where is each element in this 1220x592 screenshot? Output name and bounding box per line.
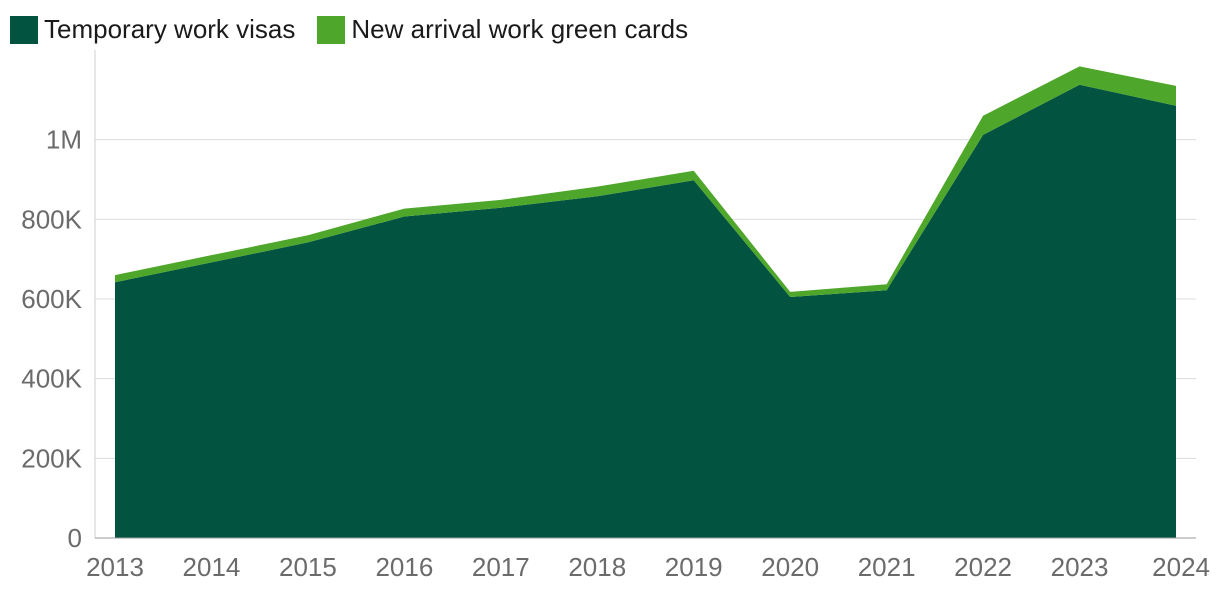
legend-item-new-arrival-work-green-cards: New arrival work green cards [317,14,688,45]
legend-item-temporary-work-visas: Temporary work visas [10,14,295,45]
legend-label-new-arrival-work-green-cards: New arrival work green cards [351,14,689,44]
x-tick-label: 2018 [568,552,626,582]
x-tick-label: 2015 [279,552,337,582]
legend-swatch-temporary-work-visas [10,15,38,44]
x-tick-label: 2024 [1152,552,1210,582]
y-tick-label: 800K [21,204,82,234]
x-tick-label: 2021 [858,552,916,582]
y-tick-label: 0 [68,523,82,553]
y-tick-label: 400K [21,364,82,394]
area-series-1 [115,66,1176,298]
x-tick-label: 2020 [761,552,819,582]
x-tick-label: 2016 [375,552,433,582]
x-tick-label: 2014 [183,552,241,582]
x-tick-label: 2013 [86,552,144,582]
x-tick-label: 2017 [472,552,530,582]
x-tick-label: 2022 [954,552,1012,582]
y-tick-label: 600K [21,284,82,314]
y-tick-label: 200K [21,443,82,473]
x-tick-label: 2019 [665,552,723,582]
y-tick-label: 1M [46,125,82,155]
x-tick-label: 2023 [1051,552,1109,582]
legend-label-temporary-work-visas: Temporary work visas [44,14,296,44]
legend-swatch-new-arrival-work-green-cards [317,15,346,44]
area-series-0 [115,84,1176,539]
chart-legend: Temporary work visas New arrival work gr… [10,14,710,45]
